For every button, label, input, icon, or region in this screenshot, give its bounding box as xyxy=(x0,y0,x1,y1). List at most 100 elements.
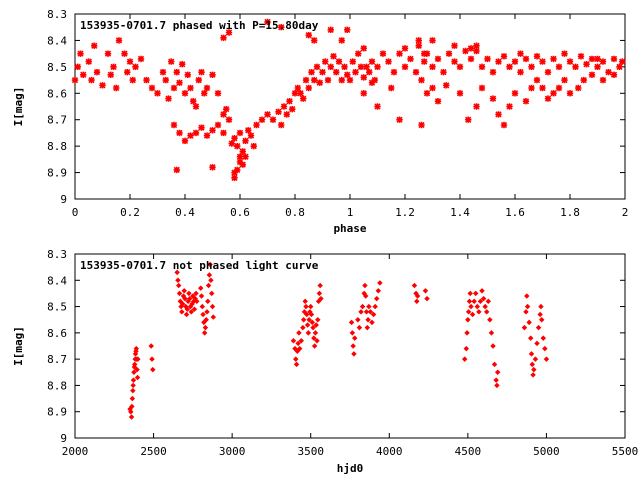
data-point xyxy=(183,311,190,318)
x-tick-label: 2500 xyxy=(140,445,167,458)
data-point xyxy=(129,403,135,410)
y-tick-label: 8.5 xyxy=(47,61,67,74)
data-point xyxy=(182,295,188,302)
data-point xyxy=(351,351,357,357)
data-point xyxy=(373,295,380,302)
data-point xyxy=(396,116,403,123)
data-point xyxy=(476,309,482,315)
data-point xyxy=(511,90,519,97)
data-point xyxy=(236,129,244,137)
data-point xyxy=(495,58,502,65)
data-point xyxy=(173,68,180,76)
data-point xyxy=(159,68,167,76)
data-point xyxy=(225,116,233,123)
data-point xyxy=(539,84,546,92)
data-point xyxy=(401,63,409,71)
data-point xyxy=(506,63,513,71)
data-point xyxy=(418,76,425,84)
data-point xyxy=(580,76,587,84)
data-point xyxy=(532,356,539,362)
data-point xyxy=(364,324,371,331)
data-point xyxy=(429,84,436,92)
data-point xyxy=(483,309,490,315)
data-point xyxy=(451,58,458,65)
data-point xyxy=(445,50,453,57)
data-point xyxy=(412,68,420,76)
y-tick-label: 8.4 xyxy=(47,274,67,287)
data-point xyxy=(484,55,491,63)
data-point xyxy=(327,26,334,34)
data-point xyxy=(162,76,169,84)
data-point xyxy=(236,158,244,166)
data-point xyxy=(113,84,120,92)
x-tick-label: 0 xyxy=(72,206,79,219)
data-point xyxy=(415,37,422,44)
data-point xyxy=(239,161,246,168)
data-point xyxy=(461,356,468,362)
data-point xyxy=(124,68,131,76)
data-point xyxy=(583,61,590,68)
data-point xyxy=(322,58,329,65)
data-point xyxy=(355,50,362,57)
data-point xyxy=(494,369,501,376)
data-point xyxy=(566,58,574,65)
data-point xyxy=(186,295,193,302)
data-point xyxy=(304,322,311,328)
data-point xyxy=(566,90,574,97)
data-point xyxy=(74,63,81,71)
data-point xyxy=(129,395,136,402)
data-point xyxy=(517,50,524,57)
data-point xyxy=(537,311,543,318)
x-tick-label: 0.2 xyxy=(120,206,140,219)
data-point xyxy=(478,63,486,71)
data-point xyxy=(539,58,546,65)
data-point xyxy=(327,63,334,71)
data-point xyxy=(234,166,241,174)
data-point xyxy=(396,50,403,57)
data-point xyxy=(228,140,235,147)
data-point xyxy=(363,309,370,315)
data-point xyxy=(133,345,140,352)
data-point xyxy=(451,42,458,49)
data-point xyxy=(110,63,117,71)
data-point xyxy=(318,295,324,302)
data-point xyxy=(121,50,128,57)
x-tick-label: 3500 xyxy=(297,445,324,458)
data-point xyxy=(429,37,436,44)
data-point xyxy=(209,164,216,171)
data-point xyxy=(495,111,502,118)
data-point xyxy=(311,343,318,349)
data-point xyxy=(456,63,464,71)
data-point xyxy=(349,58,356,65)
data-point xyxy=(239,148,246,155)
data-point xyxy=(356,324,363,331)
data-point xyxy=(91,42,98,49)
data-point xyxy=(236,153,244,160)
data-point xyxy=(429,63,436,71)
chart-title: 153935-0701.7 not phased light curve xyxy=(80,259,319,272)
data-point xyxy=(176,290,183,297)
data-point xyxy=(467,55,475,63)
data-point xyxy=(489,68,497,76)
data-point xyxy=(528,84,535,92)
data-point xyxy=(231,174,238,182)
data-point xyxy=(319,68,326,76)
data-point xyxy=(296,345,303,352)
data-point xyxy=(531,366,537,373)
data-point xyxy=(131,361,138,368)
data-point xyxy=(208,277,214,284)
data-point xyxy=(526,319,532,326)
data-point xyxy=(296,330,302,336)
data-point xyxy=(131,369,137,376)
data-point xyxy=(344,26,351,34)
data-point xyxy=(469,311,476,318)
data-point xyxy=(242,137,249,145)
data-point xyxy=(360,45,367,52)
data-point xyxy=(203,84,211,92)
data-point xyxy=(527,335,534,341)
data-point xyxy=(126,58,134,65)
data-point xyxy=(192,103,200,110)
data-point xyxy=(324,76,332,84)
data-point xyxy=(474,303,481,310)
y-tick-label: 8.6 xyxy=(47,327,67,340)
